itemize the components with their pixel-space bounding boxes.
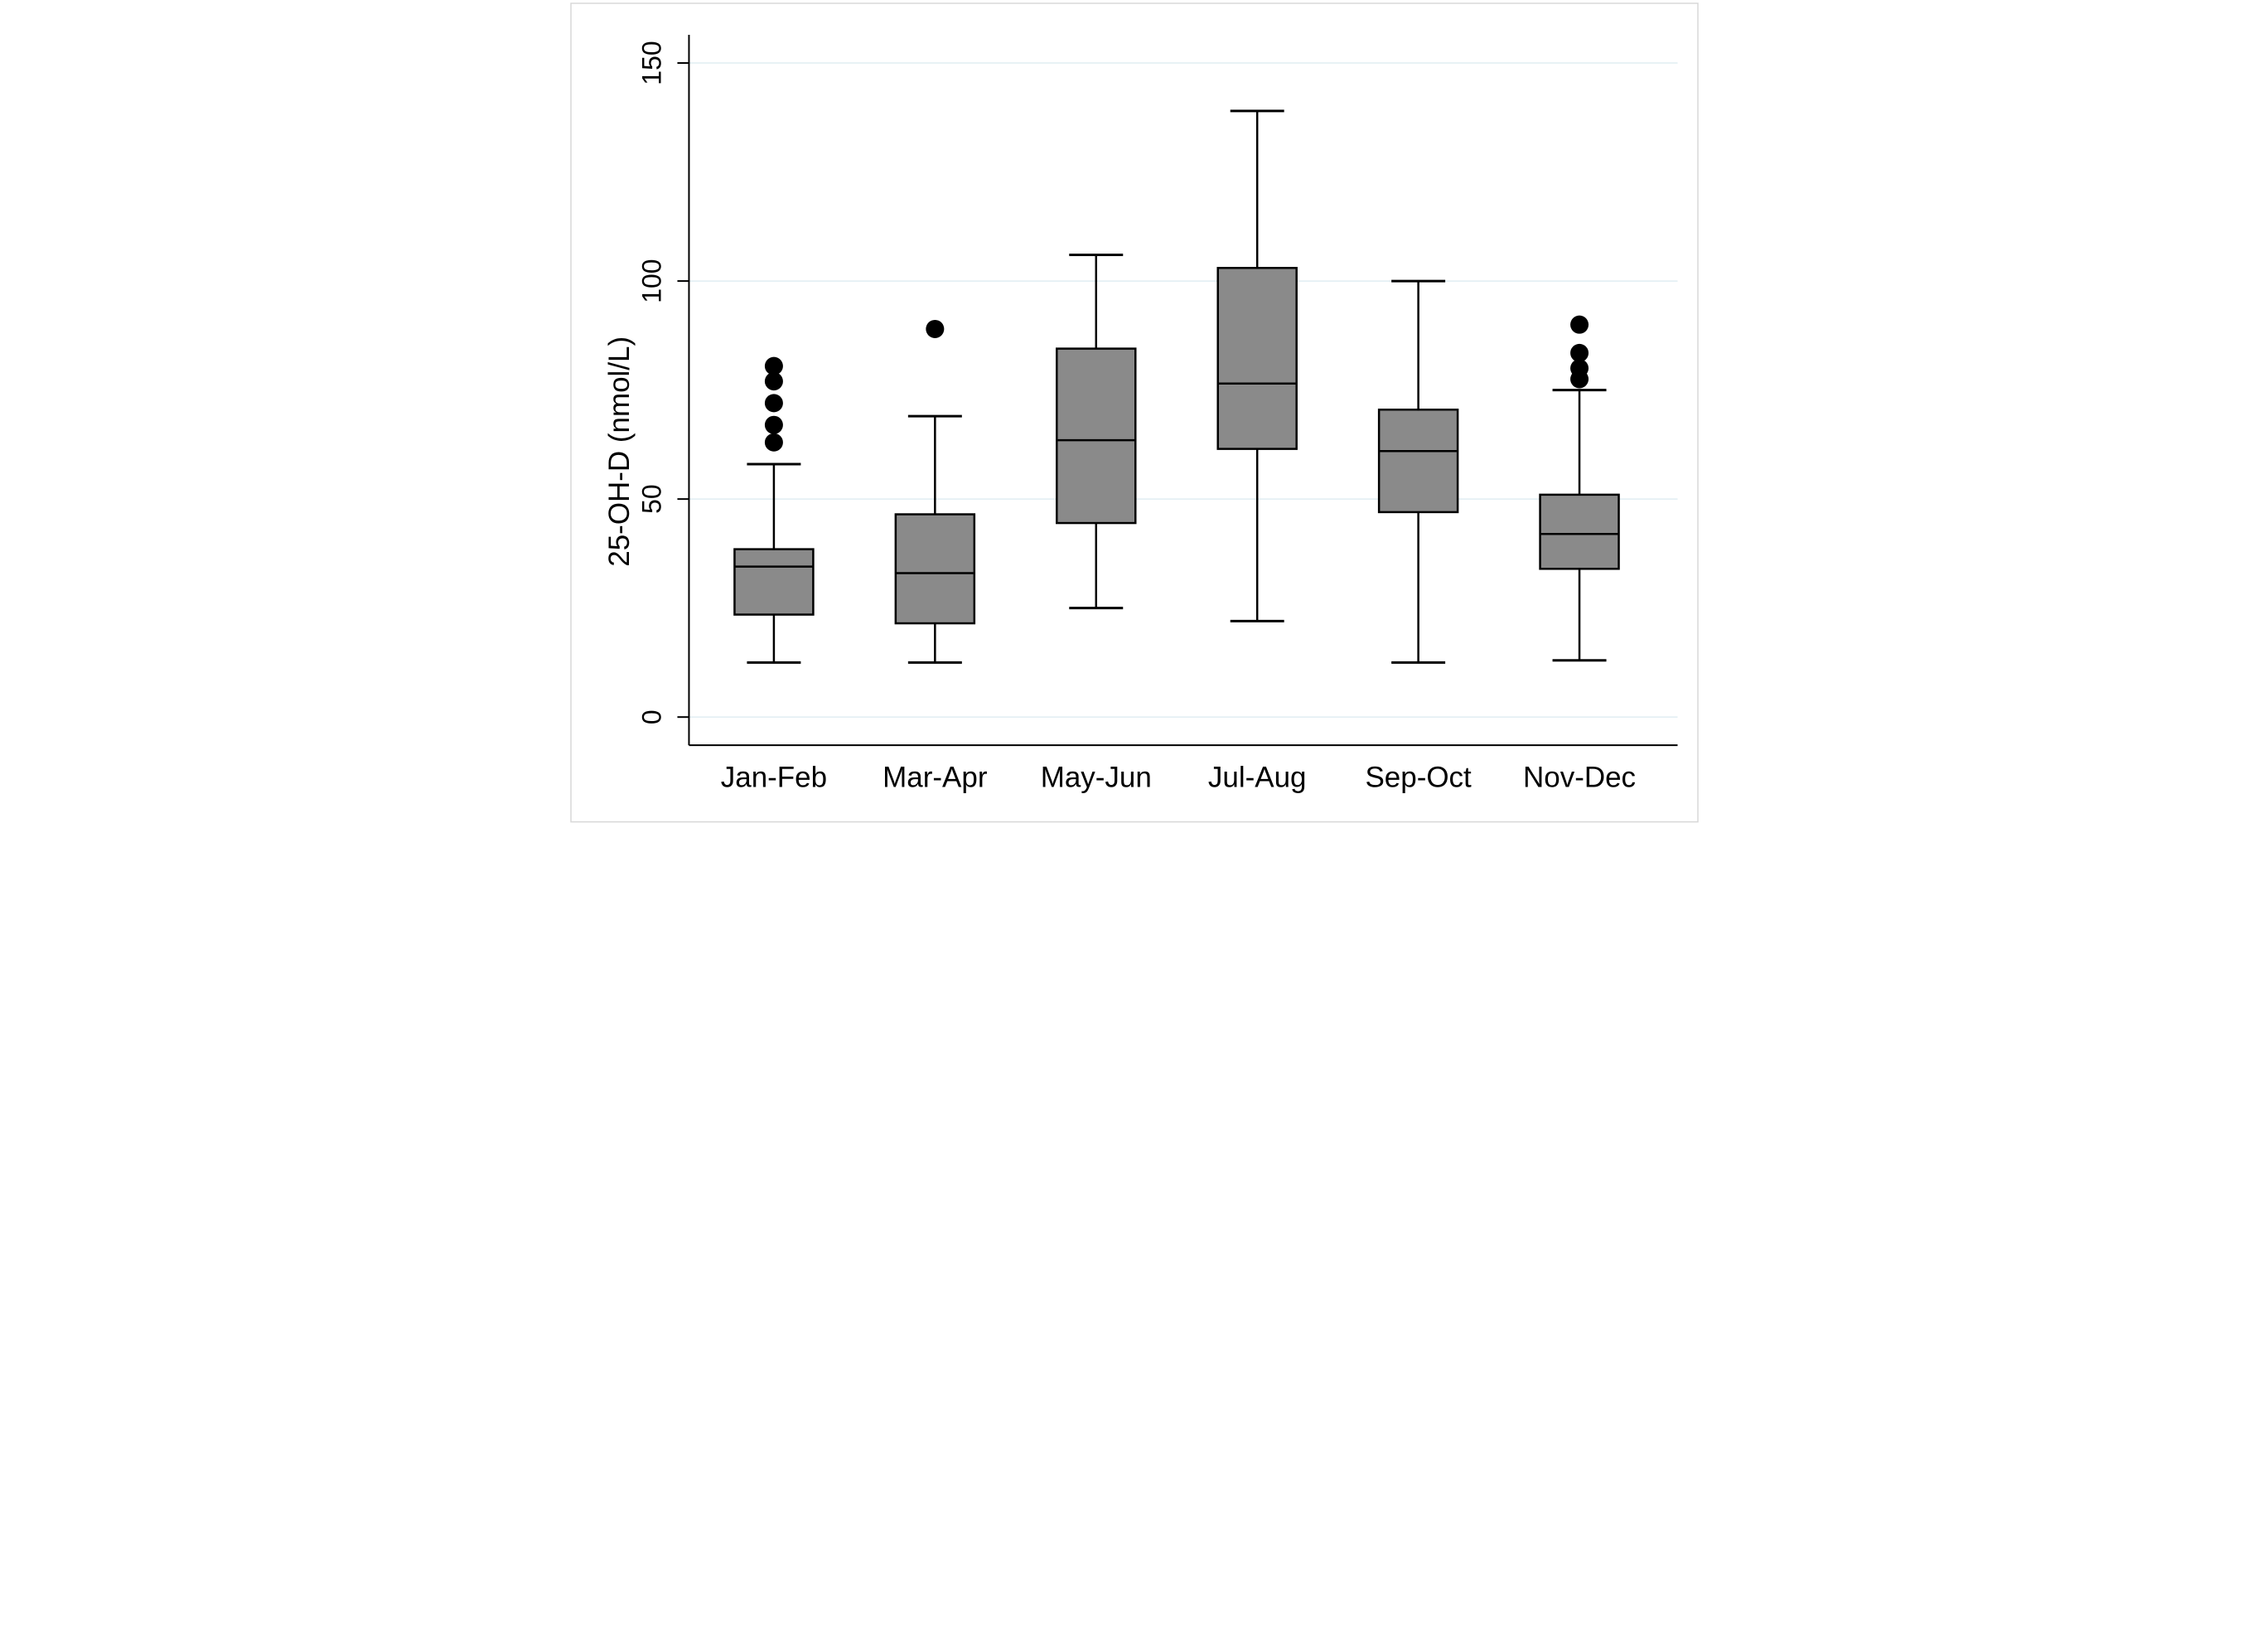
boxplot-figure-container: 0 50 100 150 25-OH-D (nmol/L) Jan-Feb Mar-Apr M… bbox=[567, 0, 1701, 826]
outlier-dot-jan-feb-0 bbox=[764, 433, 783, 452]
box-group-jan-feb: Jan-Feb bbox=[720, 356, 827, 794]
outlier-dot-nov-dec-1 bbox=[1569, 359, 1589, 378]
x-tick-label-jul-aug: Jul-Aug bbox=[1207, 762, 1306, 794]
y-axis-title: 25-OH-D (nmol/L) bbox=[603, 336, 636, 567]
box-group-nov-dec: Nov-Dec bbox=[1523, 315, 1636, 794]
outlier-dot-jan-feb-4 bbox=[764, 356, 783, 375]
x-tick-label-nov-dec: Nov-Dec bbox=[1523, 762, 1636, 794]
y-tick-label-150: 150 bbox=[636, 41, 666, 85]
outlier-dot-nov-dec-2 bbox=[1569, 343, 1589, 362]
y-tick-label-50: 50 bbox=[636, 484, 666, 514]
boxplot-chart: 0 50 100 150 25-OH-D (nmol/L) Jan-Feb Mar-Apr M… bbox=[567, 0, 1701, 826]
iqr-box-may-jun bbox=[1055, 347, 1136, 525]
y-tick-label-100: 100 bbox=[636, 259, 666, 303]
box-group-jul-aug: Jul-Aug bbox=[1207, 109, 1306, 794]
figure-frame-border bbox=[569, 2, 1699, 823]
x-tick-label-may-jun: May-Jun bbox=[1040, 762, 1151, 794]
outlier-dot-jan-feb-3 bbox=[764, 372, 783, 391]
iqr-box-nov-dec bbox=[1538, 493, 1620, 570]
outlier-dot-nov-dec-3 bbox=[1569, 315, 1589, 334]
iqr-box-jul-aug bbox=[1216, 267, 1298, 450]
box-group-may-jun: May-Jun bbox=[1040, 254, 1151, 794]
iqr-box-jan-feb bbox=[733, 548, 815, 616]
x-tick-label-sep-oct: Sep-Oct bbox=[1365, 762, 1472, 794]
box-group-mar-apr: Mar-Apr bbox=[883, 319, 988, 794]
iqr-box-sep-oct bbox=[1377, 409, 1458, 514]
x-tick-label-jan-feb: Jan-Feb bbox=[720, 762, 826, 794]
x-tick-label-mar-apr: Mar-Apr bbox=[883, 762, 988, 794]
outlier-dot-mar-apr-0 bbox=[925, 319, 944, 338]
box-group-sep-oct: Sep-Oct bbox=[1365, 279, 1472, 794]
outlier-dot-jan-feb-1 bbox=[764, 415, 783, 434]
iqr-box-mar-apr bbox=[894, 513, 975, 625]
y-tick-label-0: 0 bbox=[636, 709, 666, 724]
outlier-dot-jan-feb-2 bbox=[764, 394, 783, 413]
